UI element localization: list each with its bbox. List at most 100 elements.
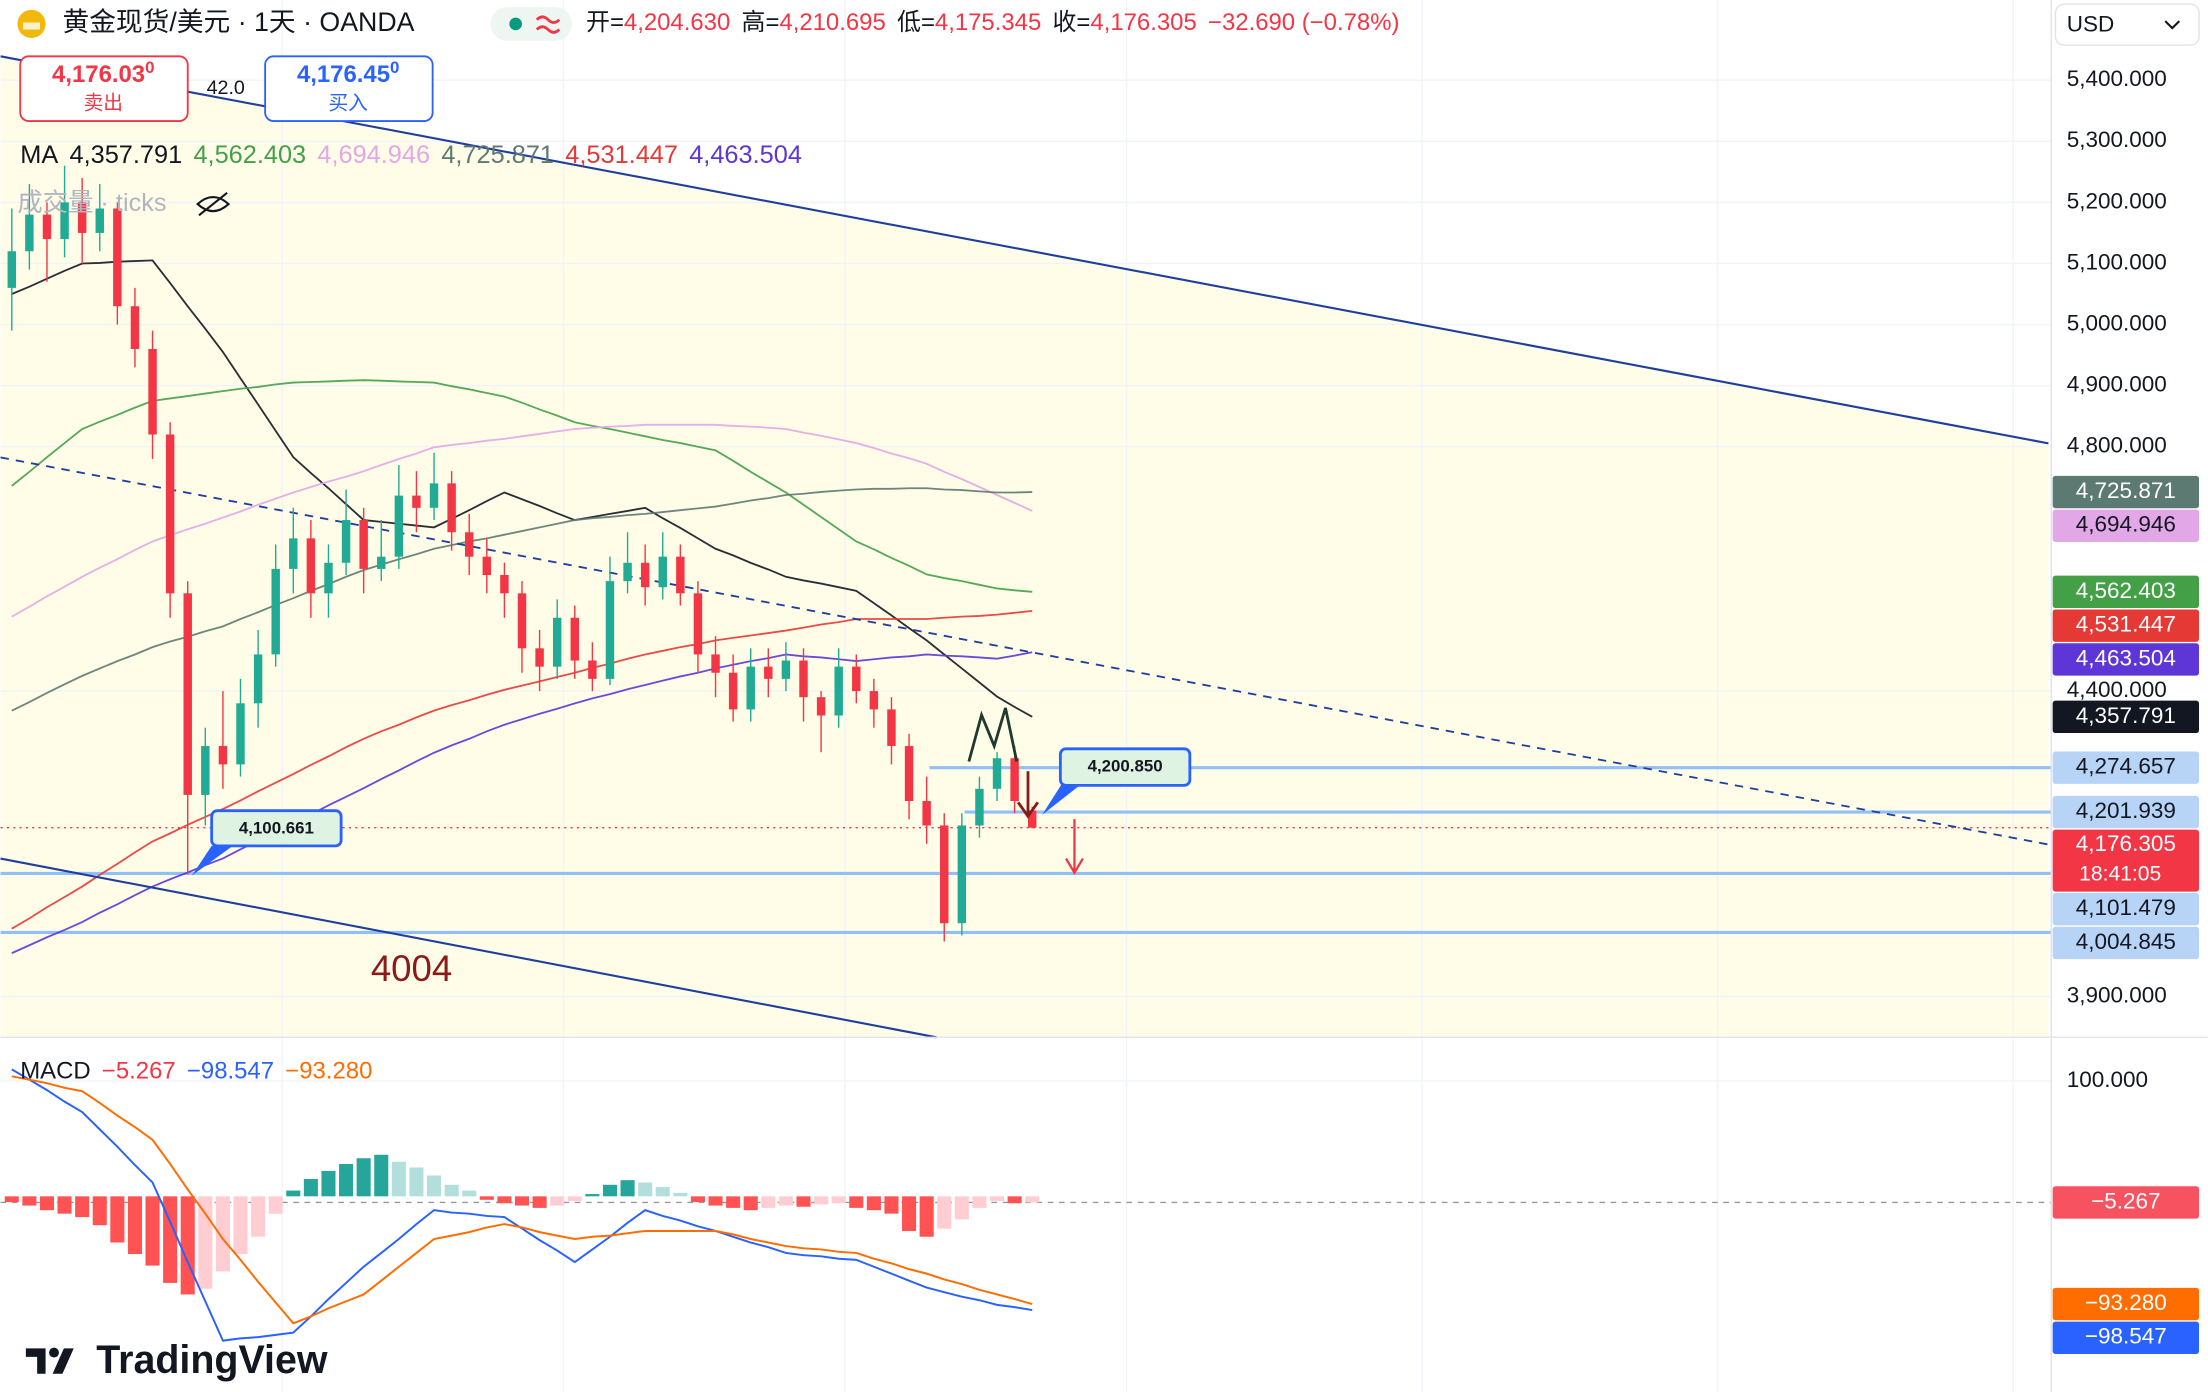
macd-histogram-bar [198, 1196, 213, 1289]
macd-histogram-bar [215, 1196, 230, 1272]
candle-body [429, 483, 439, 508]
macd-histogram-bar [39, 1196, 55, 1211]
candle-body [852, 666, 861, 692]
macd-histogram-bar [567, 1196, 582, 1201]
price-label [2052, 509, 2200, 542]
candle-body [165, 434, 175, 594]
ma-line [11, 259, 1033, 718]
candle-body [676, 556, 685, 594]
logo-text: TradingView [96, 1338, 328, 1382]
candle-body [957, 825, 967, 924]
macd-histogram-bar [1007, 1196, 1022, 1204]
candle-body [552, 617, 562, 667]
y-tick-label: 3,900.000 [2067, 982, 2167, 1007]
candle-body [1010, 758, 1019, 802]
macd-histogram-bar [831, 1196, 846, 1204]
macd-histogram-bar [251, 1196, 266, 1237]
price-label-text: 4,176.305 [2076, 831, 2176, 856]
ma-line [11, 487, 1033, 712]
price-label-text: 4,201.939 [2076, 798, 2176, 823]
macd-legend: MACD −5.267 −98.547 −93.280 [20, 1058, 372, 1085]
callout-text: 4,100.661 [239, 818, 314, 837]
macd-histogram-bar [902, 1196, 917, 1231]
price-label [2052, 1287, 2200, 1321]
sell-price-sup: 0 [145, 58, 154, 77]
candle-body [77, 202, 87, 233]
macd-histogram-bar [726, 1196, 741, 1208]
macd-histogram-bar [391, 1161, 406, 1197]
macd-histogram-bar [92, 1196, 107, 1226]
candle-body [535, 648, 544, 667]
candle-body [781, 660, 791, 679]
price-label-text: 4,101.479 [2076, 895, 2176, 920]
logo: TradingView [25, 1338, 328, 1382]
y-tick-label: 5,300.000 [2067, 127, 2167, 152]
y-tick-label: 5,100.000 [2067, 249, 2167, 274]
candle-body [447, 483, 456, 533]
symbol-title: 黄金现货/美元 · 1天 · OANDA [62, 7, 414, 37]
candle-body [623, 562, 632, 582]
y-tick-label: 4,400.000 [2067, 677, 2167, 702]
ohlc-value: 4,176.305 [1090, 9, 1196, 36]
logo-mark [49, 1347, 59, 1358]
price-label-text: −93.280 [2085, 1290, 2167, 1315]
trend-line [0, 857, 937, 1039]
sell-price: 4,176.03 [52, 61, 145, 88]
eye-slash [198, 192, 228, 217]
currency-select[interactable] [2054, 3, 2200, 46]
y-tick-label: 5,000.000 [2067, 311, 2167, 336]
candle-body [253, 654, 263, 704]
price-label-text: −98.547 [2085, 1324, 2167, 1349]
macd-histogram-bar [514, 1196, 530, 1206]
macd-legend-value: −5.267 [102, 1058, 176, 1085]
macd-histogram-bar [303, 1179, 318, 1197]
price-label-text: 4,004.845 [2076, 929, 2176, 954]
chart-layer [4, 165, 1040, 1342]
macd-histogram-bar [110, 1196, 125, 1243]
candle-body [201, 746, 210, 795]
candle-body [500, 575, 509, 594]
price-label [2052, 829, 2200, 892]
change: −32.690 (−0.78%) [1208, 9, 1399, 36]
macd-histogram-bar [814, 1196, 829, 1205]
candle-body [711, 654, 720, 673]
hide-icon[interactable] [196, 192, 231, 217]
candle-body [271, 568, 280, 655]
ma-legend: MA 4,357.791 4,562.403 4,694.946 4,725.871 4,… [20, 141, 802, 169]
candle-body [922, 801, 931, 826]
candle-body [130, 306, 140, 349]
ma-line [11, 609, 1033, 930]
callout-box [1058, 747, 1192, 787]
macd-histogram-bar [163, 1196, 178, 1283]
macd-histogram-bar [180, 1196, 195, 1295]
price-label-text: 4,694.946 [2076, 512, 2176, 537]
sell-button[interactable] [19, 55, 189, 122]
candle-body [570, 617, 580, 661]
candle-body [605, 581, 615, 679]
macd-histogram-bar [339, 1164, 354, 1197]
candle-body [113, 208, 122, 307]
status-pill[interactable] [490, 7, 572, 41]
ohlc-value: 4,204.630 [624, 9, 730, 36]
candle-body [25, 214, 34, 252]
macd-histogram-bar [409, 1167, 424, 1197]
macd-histogram-bar [462, 1190, 477, 1197]
delay-icon [535, 15, 561, 34]
candle-body [1027, 810, 1037, 828]
macd-histogram-bar [849, 1196, 864, 1208]
macd-histogram-bar [497, 1196, 512, 1204]
ohlc-value: 4,175.345 [935, 9, 1041, 36]
candle-body [904, 746, 914, 802]
macd-histogram-bar [954, 1196, 969, 1220]
price-label-text: 4,562.403 [2076, 578, 2176, 603]
candle-body [887, 709, 896, 747]
price-label [2052, 1186, 2200, 1219]
price-label-text: 4,725.871 [2076, 478, 2176, 503]
ohlc-label: 低= [897, 9, 935, 36]
macd-histogram-bar [532, 1196, 547, 1208]
callout-text: 4,200.850 [1088, 757, 1163, 776]
candle-body [359, 520, 368, 569]
buy-button[interactable] [264, 55, 434, 122]
candle-body [394, 495, 404, 557]
